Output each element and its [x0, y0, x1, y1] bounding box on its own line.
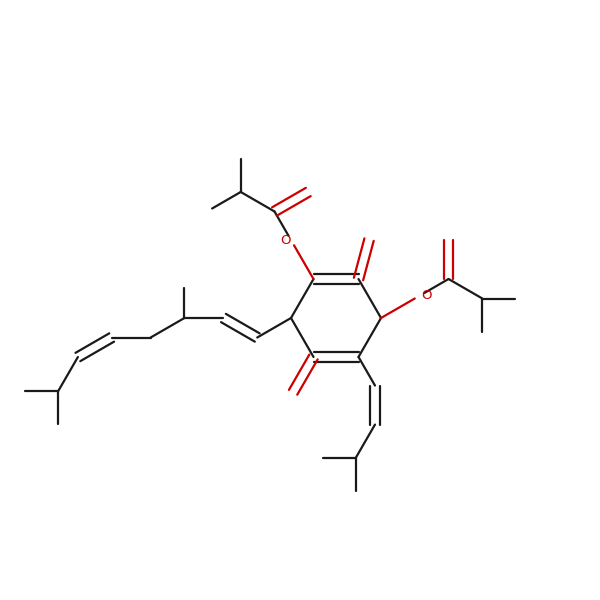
- Text: O: O: [421, 289, 431, 302]
- Text: O: O: [280, 234, 291, 247]
